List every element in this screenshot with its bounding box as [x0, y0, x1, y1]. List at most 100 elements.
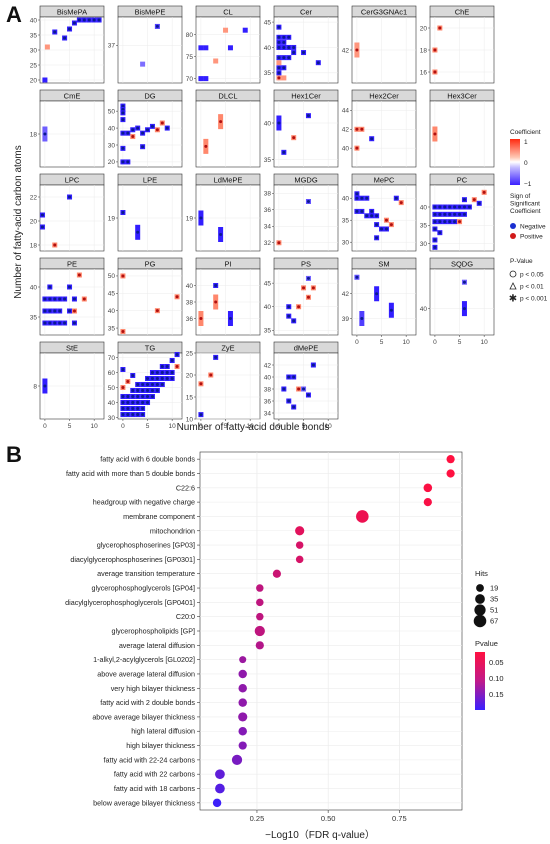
sig-dot [306, 276, 310, 280]
sig-dot [82, 18, 86, 22]
dot-glycerophospholipids-gp [254, 625, 265, 637]
facet-panel [117, 16, 183, 84]
sig-dot [375, 214, 379, 218]
sig-dot [204, 144, 208, 148]
facet-lpc: LPC 18 20 22 [30, 173, 105, 252]
sig-dot [121, 107, 125, 111]
sig-dot [72, 297, 76, 301]
sig-dot [433, 245, 437, 249]
sig-dot [63, 321, 67, 325]
sig-dot [87, 18, 91, 22]
sig-dot [48, 297, 52, 301]
sig-dot [121, 104, 125, 108]
y-tick-label: 50 [108, 273, 116, 280]
sig-dot [448, 220, 452, 224]
sig-dot [126, 131, 130, 135]
facet-ste: StE 8 0 5 10 [33, 341, 105, 430]
sign-positive-label: Positive [520, 234, 543, 241]
category-label: above average lateral diffusion [97, 669, 195, 678]
sig-dot [43, 309, 47, 313]
facet-title: dMePE [294, 344, 319, 353]
sig-dot [121, 118, 125, 122]
sig-dot [214, 300, 218, 304]
category-label: C22:6 [176, 483, 195, 492]
y-tick-label: 40 [30, 284, 38, 291]
sig-dot [146, 395, 150, 398]
facet-tg: TG 30 40 50 60 70 0 5 10 [108, 341, 183, 430]
sig-dot [121, 211, 125, 214]
facet-cl: CL 70 75 80 [186, 5, 261, 84]
sig-dot [438, 205, 442, 209]
x-tick-label: 0 [277, 423, 281, 430]
sig-dot [219, 233, 223, 236]
sig-dot [375, 223, 379, 227]
facet-dlcl: DLCL [195, 89, 261, 168]
sig-dot [68, 27, 72, 31]
sig-dot [58, 321, 62, 325]
y-tick-label: 40 [420, 306, 428, 313]
pvalue-triangle-symbol [509, 282, 517, 290]
sig-dot [472, 198, 476, 202]
sign-negative-label: Negative [520, 224, 546, 231]
y-tick-label: 42 [264, 362, 272, 369]
dot-fatty-acid-with-22-carbons [215, 769, 225, 780]
tile [42, 77, 48, 83]
y-tick-label: 38 [264, 191, 272, 198]
facet-title: CL [223, 8, 233, 17]
sig-dot [355, 209, 359, 213]
sig-dot [48, 285, 52, 289]
y-tick-label: 37 [108, 43, 116, 50]
sig-dot [282, 45, 286, 49]
dot-headgroup-with-negative-charge [423, 498, 432, 507]
sig-dot [462, 205, 466, 209]
facet-title: ChE [455, 8, 470, 17]
dot-above-average-bilayer-thickness [238, 712, 248, 722]
sig-dot [292, 375, 296, 379]
sig-dot [63, 36, 67, 40]
facet-panel [273, 352, 339, 420]
sig-dot [136, 383, 140, 386]
x-tick-label: 0.75 [392, 814, 407, 823]
legend-pvalue-title: Pvalue [475, 639, 498, 648]
sig-dot [175, 295, 179, 299]
y-tick-label: 35 [30, 32, 38, 39]
facet-panel [195, 100, 261, 168]
sig-dot [121, 146, 125, 150]
y-tick-label: 18 [30, 131, 38, 138]
y-axis-label-a: Number of fatty-acid carbon atoms [13, 145, 24, 298]
sig-dot [433, 132, 437, 136]
sig-dot [155, 377, 159, 380]
y-tick-label: 22 [30, 194, 38, 201]
y-tick-label: 20 [30, 218, 38, 225]
y-tick-label: 40 [108, 125, 116, 132]
sig-dot [316, 61, 320, 65]
category-label: membrane component [123, 512, 195, 521]
sig-dot [141, 383, 145, 386]
sig-dot [141, 407, 145, 410]
facet-dg: DG 20 30 40 50 [108, 89, 183, 168]
sig-dot [121, 386, 125, 389]
sig-dot [155, 309, 159, 313]
y-tick-label: 20 [420, 25, 428, 32]
dot-above-average-lateral-diffusion [238, 669, 247, 679]
sig-dot [277, 25, 281, 29]
y-tick-label: 75 [186, 54, 194, 61]
sig-dot [53, 30, 57, 34]
panel-label-a: A [6, 2, 22, 27]
coefficient-tick: 1 [524, 139, 528, 146]
sig-dot [150, 377, 154, 380]
dot-membrane-component [356, 510, 369, 523]
sig-dot [467, 205, 471, 209]
y-tick-label: 40 [264, 374, 272, 381]
sig-dot [282, 35, 286, 39]
coefficient-tick: −1 [524, 181, 532, 188]
sig-dot [302, 387, 306, 391]
y-tick-label: 25 [186, 350, 194, 357]
dot-mitochondrion [295, 526, 305, 536]
enrichment-chart-b: 0.25 0.50 0.75 fatty acid with 6 double bon… [65, 451, 504, 841]
sig-dot [277, 121, 281, 125]
sig-dot [297, 305, 301, 309]
y-tick-label: 10 [186, 416, 194, 423]
sig-dot [355, 146, 359, 150]
facet-che: ChE 16 18 20 [420, 5, 495, 84]
